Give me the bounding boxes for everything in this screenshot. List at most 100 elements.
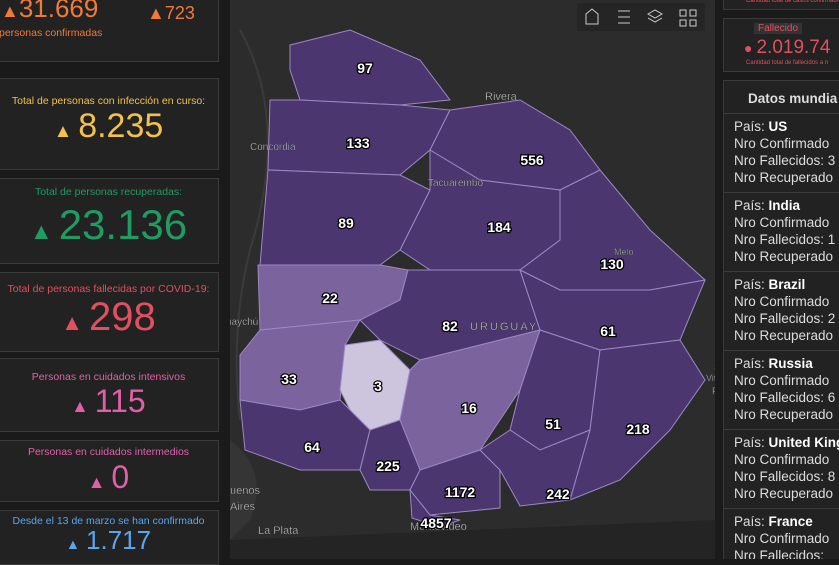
home-button[interactable] bbox=[585, 8, 599, 25]
country-line: Nro Fallecidos: bbox=[734, 548, 825, 559]
place-label: La Plata bbox=[258, 525, 299, 537]
country-line: Nro Fallecidos: 6 bbox=[734, 390, 836, 405]
department bbox=[239, 399, 371, 471]
place-label: Tacuarembó bbox=[428, 178, 483, 189]
department-label: 556 bbox=[520, 152, 544, 168]
department bbox=[409, 488, 461, 528]
stat-icon: ▲ bbox=[65, 537, 81, 553]
caption: Cantidad total de casos confirmados bbox=[746, 0, 839, 4]
confirmed-panel: Cantidad total de casos confirmados bbox=[723, 0, 839, 10]
country-line: Nro Confirmado bbox=[734, 215, 830, 230]
prefix: País: bbox=[734, 198, 765, 213]
department-label: 225 bbox=[376, 458, 400, 474]
country-line: Nro Recuperado bbox=[734, 486, 834, 501]
stat-label: Personas en cuidados intensivos bbox=[31, 371, 186, 383]
stat-panel: Desde el 13 de marzo se han confirmado ▲ 1… bbox=[0, 510, 219, 565]
country-name: País: Brazil bbox=[734, 277, 805, 292]
department-label: 4857 bbox=[420, 515, 451, 531]
qr-button[interactable] bbox=[679, 9, 697, 27]
stat-panel: Total de personas fallecidas por COVID-1… bbox=[0, 272, 219, 352]
place-label: Concordia bbox=[250, 142, 296, 153]
stat-icon: ▲ bbox=[71, 396, 89, 416]
country-name: País: India bbox=[734, 198, 800, 213]
country-name: País: France bbox=[734, 514, 813, 529]
map-toolbar[interactable] bbox=[577, 3, 705, 31]
value: 115 bbox=[94, 383, 146, 419]
country-line: Nro Confirmado bbox=[734, 452, 830, 467]
place-label: uaychú bbox=[230, 317, 258, 328]
country: Brazil bbox=[768, 277, 806, 292]
value: 723 bbox=[164, 3, 195, 23]
department-label: 1172 bbox=[445, 484, 476, 500]
department-label: 218 bbox=[626, 421, 650, 437]
stat-label: Total de personas fallecidas por COVID-1… bbox=[7, 283, 210, 295]
department-label: 184 bbox=[487, 219, 511, 235]
department-label: 64 bbox=[304, 439, 320, 455]
deaths-title: Fallecido bbox=[754, 23, 803, 34]
stat-value: ▲ 8.235 bbox=[0, 107, 218, 146]
deaths-value: ● 2.019.74 bbox=[744, 37, 830, 59]
country: France bbox=[768, 514, 813, 529]
department-label: 130 bbox=[600, 256, 624, 272]
separator bbox=[724, 508, 839, 509]
stat-panel: Total de personas recuperadas: ▲ 23.136 bbox=[0, 178, 219, 264]
department-label: 242 bbox=[546, 486, 570, 502]
place-label: Palmar bbox=[712, 386, 715, 396]
country-line: Nro Fallecidos: 3 bbox=[734, 153, 836, 168]
stat-label: Total de personas con infección en curso… bbox=[11, 95, 206, 107]
value: 8.235 bbox=[78, 107, 164, 145]
value: 298 bbox=[89, 295, 156, 339]
stat-value: ▲ 23.136 bbox=[0, 201, 218, 249]
confirmed-panel: ▲31.669 ▲723 personas confirmadas bbox=[0, 0, 219, 62]
right-column: Cantidad total de casos confirmados Falle… bbox=[723, 0, 839, 559]
stat-label: Total de personas recuperadas: bbox=[34, 186, 183, 198]
stat-value: ▲ 115 bbox=[0, 383, 218, 420]
stat-label: Desde el 13 de marzo se han confirmado bbox=[12, 515, 205, 527]
value: 23.136 bbox=[58, 201, 188, 248]
world-panel: Datos mundia País: US Nro Confirmado Nro Fa… bbox=[723, 80, 839, 559]
deaths-panel: Fallecido ● 2.019.74 Cantidad total de fall… bbox=[723, 18, 839, 72]
prefix: País: bbox=[734, 119, 765, 134]
country-line: Nro Fallecidos: 2 bbox=[734, 311, 836, 326]
value: 0 bbox=[111, 459, 130, 495]
prefix: País: bbox=[734, 435, 765, 450]
country-line: Nro Recuperado bbox=[734, 170, 834, 185]
caption: Cantidad total de fallecidos a n bbox=[746, 60, 829, 66]
layers-button[interactable] bbox=[646, 9, 664, 23]
department-label: 16 bbox=[461, 400, 477, 416]
world-title: Datos mundia bbox=[748, 91, 838, 106]
toolbar[interactable] bbox=[577, 3, 705, 31]
country: India bbox=[768, 198, 801, 213]
place-label: Melo bbox=[614, 247, 634, 257]
legend-button[interactable] bbox=[618, 10, 630, 24]
country: Russia bbox=[768, 356, 813, 371]
stat-value: ▲ 1.717 bbox=[0, 525, 218, 556]
separator bbox=[724, 113, 839, 114]
stat-icon: ▲ bbox=[53, 120, 73, 141]
separator bbox=[724, 429, 839, 430]
stat-icon: ▲ bbox=[61, 310, 84, 335]
country-line: Nro Fallecidos: 1 bbox=[734, 232, 836, 247]
stat-icon: ▲ bbox=[87, 472, 106, 492]
prefix: País: bbox=[734, 356, 765, 371]
value: 31.669 bbox=[18, 0, 99, 23]
country: US bbox=[768, 119, 788, 134]
place-label: Rivera bbox=[485, 91, 518, 103]
prefix: País: bbox=[734, 277, 765, 292]
stat-label: Personas en cuidados intermedios bbox=[27, 446, 190, 458]
value: 2.019.74 bbox=[756, 37, 831, 58]
country-line: Nro Confirmado bbox=[734, 373, 830, 388]
map-svg: Rivera Concordia Tacuarembó Melo URUGUAY uayc… bbox=[226, 3, 744, 559]
map: Rivera Concordia Tacuarembó Melo URUGUAY uayc… bbox=[226, 0, 744, 559]
place-label: Santa bbox=[714, 362, 715, 372]
country-line: Nro Confirmado bbox=[734, 531, 830, 546]
department-label: 22 bbox=[322, 290, 338, 306]
country-name: País: US bbox=[734, 119, 787, 134]
separator bbox=[724, 350, 839, 351]
stat-value: ▲ 298 bbox=[0, 295, 218, 340]
place-label: Vitória do bbox=[706, 373, 715, 383]
place-label: Aires bbox=[230, 501, 256, 513]
country-line: Nro Confirmado bbox=[734, 294, 830, 309]
department-label: 3 bbox=[374, 378, 382, 394]
